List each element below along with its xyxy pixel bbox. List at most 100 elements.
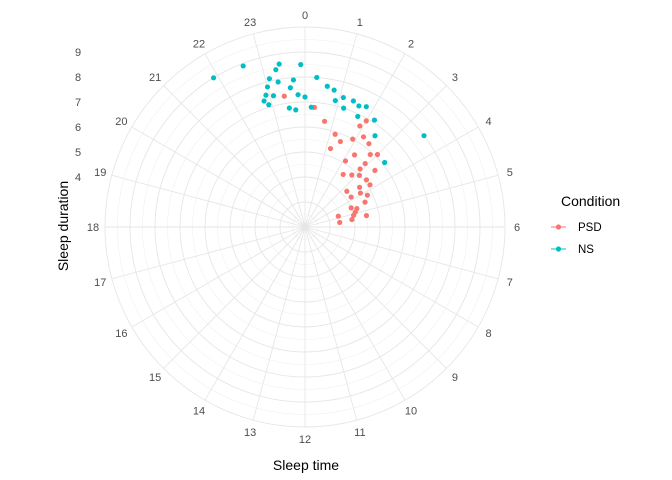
theta-tick-label: 1 bbox=[357, 17, 363, 29]
grid-spoke bbox=[304, 226, 447, 369]
data-point-ns bbox=[266, 102, 272, 108]
data-points bbox=[210, 61, 427, 226]
data-point-ns bbox=[332, 97, 338, 104]
data-point-ns bbox=[340, 94, 346, 101]
legend-key-point bbox=[555, 224, 562, 230]
grid-spoke bbox=[252, 226, 306, 421]
data-point-psd bbox=[357, 190, 364, 196]
r-tick-label: 9 bbox=[75, 47, 81, 59]
grid-spoke bbox=[163, 226, 306, 369]
grid-spoke bbox=[131, 226, 306, 328]
data-point-ns bbox=[210, 75, 217, 81]
polar-grid bbox=[104, 26, 506, 428]
grid-spoke bbox=[131, 126, 306, 228]
data-point-psd bbox=[362, 199, 368, 205]
data-point-psd bbox=[374, 151, 381, 158]
data-point-ns bbox=[261, 98, 267, 104]
r-tick-label: 8 bbox=[75, 72, 81, 84]
legend: Condition PSD NS bbox=[551, 193, 620, 256]
r-tick-label: 7 bbox=[75, 97, 81, 109]
data-point-psd bbox=[342, 158, 349, 164]
data-point-ns bbox=[355, 113, 361, 120]
data-point-ns bbox=[363, 104, 369, 110]
legend-key-point bbox=[555, 246, 562, 252]
data-point-psd bbox=[340, 171, 346, 178]
data-point-psd bbox=[357, 184, 363, 190]
data-point-psd bbox=[332, 131, 338, 137]
data-point-psd bbox=[337, 138, 343, 145]
data-point-psd bbox=[281, 93, 287, 99]
data-point-ns bbox=[371, 117, 378, 123]
data-point-psd bbox=[357, 166, 363, 172]
theta-tick-label: 16 bbox=[115, 328, 127, 340]
grid-spoke bbox=[304, 226, 479, 328]
data-point-psd bbox=[356, 172, 363, 178]
data-point-psd bbox=[337, 219, 343, 226]
theta-tick-label: 18 bbox=[87, 222, 99, 234]
data-point-psd bbox=[344, 188, 350, 194]
data-point-psd bbox=[363, 213, 370, 219]
data-point-ns bbox=[308, 104, 314, 110]
data-point-ns bbox=[372, 133, 378, 139]
data-point-psd bbox=[348, 205, 354, 211]
theta-tick-label: 5 bbox=[507, 167, 513, 179]
theta-tick-label: 21 bbox=[149, 72, 161, 84]
data-point-ns bbox=[298, 61, 304, 68]
r-tick-label: 4 bbox=[75, 172, 81, 184]
theta-tick-label: 12 bbox=[299, 434, 311, 446]
data-point-psd bbox=[363, 118, 369, 124]
grid-spoke bbox=[111, 226, 306, 280]
y-axis-title: Sleep duration bbox=[55, 181, 71, 271]
theta-tick-label: 2 bbox=[408, 38, 414, 50]
data-point-ns bbox=[421, 133, 427, 139]
data-point-ns bbox=[356, 103, 362, 109]
data-point-psd bbox=[360, 134, 367, 140]
data-point-psd bbox=[327, 145, 334, 152]
grid-spoke bbox=[163, 85, 306, 228]
grid-spoke bbox=[304, 174, 499, 228]
grid-spoke bbox=[252, 33, 306, 228]
theta-tick-label: 3 bbox=[452, 72, 458, 84]
theta-tick-label: 8 bbox=[486, 328, 492, 340]
data-point-psd bbox=[350, 136, 356, 142]
data-point-psd bbox=[351, 152, 358, 158]
data-point-psd bbox=[367, 151, 373, 158]
theta-tick-label: 23 bbox=[244, 17, 256, 29]
theta-tick-label: 13 bbox=[244, 427, 256, 439]
data-point-psd bbox=[372, 167, 378, 173]
data-point-ns bbox=[331, 87, 337, 93]
data-point-psd bbox=[349, 172, 355, 178]
data-point-ns bbox=[287, 85, 293, 91]
legend-label: PSD bbox=[578, 222, 602, 234]
data-point-psd bbox=[364, 192, 370, 198]
data-point-ns bbox=[293, 107, 299, 113]
data-point-psd bbox=[348, 194, 354, 200]
grid-spoke bbox=[304, 226, 358, 421]
theta-tick-label: 22 bbox=[193, 38, 205, 50]
theta-tick-label: 6 bbox=[514, 222, 520, 234]
r-tick-label: 5 bbox=[75, 147, 81, 159]
data-point-ns bbox=[263, 92, 269, 98]
data-point-psd bbox=[335, 213, 341, 219]
data-point-psd bbox=[367, 182, 373, 188]
grid-spoke bbox=[304, 226, 406, 401]
data-point-ns bbox=[276, 61, 282, 67]
theta-tick-label: 7 bbox=[507, 277, 513, 289]
data-point-ns bbox=[350, 98, 356, 104]
data-point-ns bbox=[295, 92, 301, 98]
r-tick-labels: 4 5 6 7 8 9 bbox=[75, 47, 81, 184]
data-point-psd bbox=[351, 212, 357, 218]
theta-tick-label: 0 bbox=[302, 10, 308, 22]
r-tick-label: 6 bbox=[75, 122, 81, 134]
data-point-ns bbox=[270, 93, 277, 99]
grid-spoke bbox=[204, 53, 306, 228]
theta-tick-label: 14 bbox=[193, 406, 205, 418]
data-point-psd bbox=[357, 123, 363, 129]
data-point-ns bbox=[240, 63, 246, 69]
legend-title: Condition bbox=[561, 193, 620, 209]
data-point-ns bbox=[341, 105, 347, 111]
legend-label: NS bbox=[578, 244, 594, 256]
grid-spoke bbox=[304, 53, 406, 228]
